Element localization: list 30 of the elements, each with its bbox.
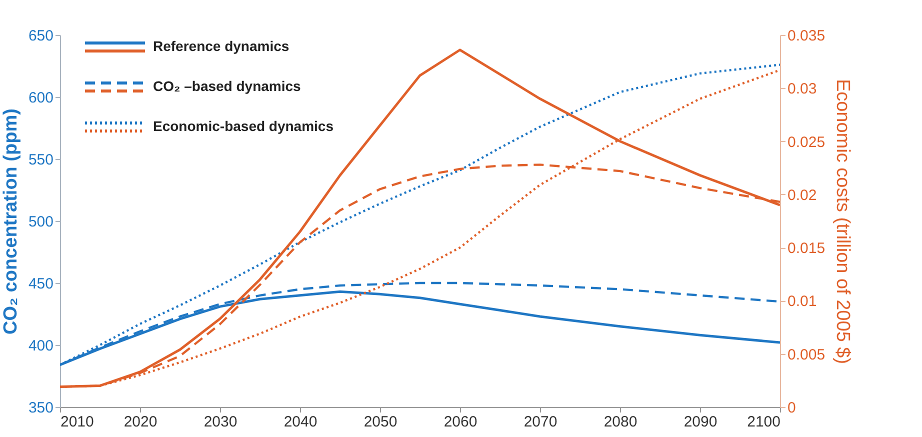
x-tick-label: 2080	[604, 414, 638, 430]
y2-tick-label: 0.03	[788, 80, 817, 98]
y-tick-label: 650	[28, 28, 54, 44]
x-tick-label: 2010	[60, 414, 94, 430]
y2-tick-label: 0.01	[788, 293, 817, 310]
y2-tick-label: 0.025	[788, 134, 826, 151]
y-tick-label: 350	[28, 400, 54, 416]
y-tick-label: 550	[28, 152, 54, 168]
x-tick-label: 2030	[204, 414, 238, 430]
y2-tick-label: 0.005	[788, 346, 826, 364]
legend-label: Reference dynamics	[153, 38, 290, 54]
legend-label: Economic-based dynamics	[153, 118, 334, 134]
y-tick-label: 450	[28, 276, 54, 292]
y2-tick-label: 0	[788, 400, 796, 416]
y-axis-title: CO₂ concentration (ppm)	[0, 108, 22, 334]
x-tick-label: 2050	[364, 414, 398, 430]
x-tick-label: 2090	[684, 414, 718, 430]
y2-tick-label: 0.015	[788, 240, 826, 258]
legend-label: CO₂ –based dynamics	[153, 78, 302, 94]
y2-tick-label: 0.035	[788, 28, 826, 44]
x-tick-label: 2100	[747, 414, 780, 430]
x-tick-label: 2020	[124, 414, 158, 430]
x-tick-label: 2060	[444, 414, 478, 430]
y2-tick-label: 0.02	[788, 186, 817, 204]
y-tick-label: 400	[28, 338, 54, 354]
y2-axis-title: Economic costs (trillion of 2005 $)	[832, 78, 854, 364]
x-tick-label: 2040	[284, 414, 318, 430]
y-tick-label: 600	[28, 90, 54, 106]
x-tick-label: 2070	[524, 414, 558, 430]
y-tick-label: 500	[28, 214, 54, 230]
